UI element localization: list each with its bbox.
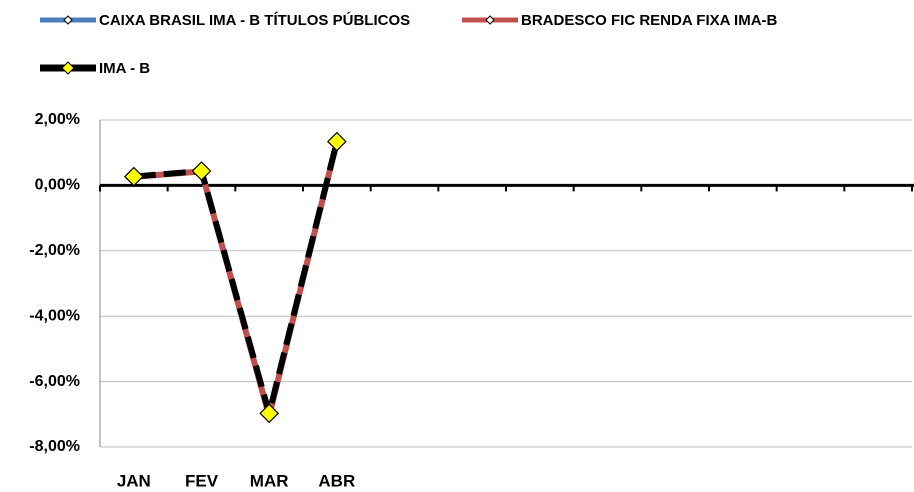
legend-marker xyxy=(485,15,495,25)
x-tick-label: FEV xyxy=(185,471,219,490)
data-point xyxy=(259,403,280,424)
legend-label: IMA - B xyxy=(99,60,150,77)
data-point xyxy=(191,161,212,181)
series-line xyxy=(133,140,340,417)
legend-label: CAIXA BRASIL IMA - B TÍTULOS PÚBLICOS xyxy=(99,11,410,29)
series-line xyxy=(133,141,340,419)
y-tick-label: -6,00% xyxy=(29,373,80,390)
y-tick-label: -4,00% xyxy=(29,307,80,324)
legend-marker xyxy=(61,61,75,75)
data-point xyxy=(326,131,347,152)
legend-marker xyxy=(63,15,73,25)
y-tick-label: 2,00% xyxy=(35,111,80,128)
x-tick-label: JAN xyxy=(117,471,151,490)
y-tick-label: -8,00% xyxy=(29,438,80,455)
x-tick-label: MAR xyxy=(250,471,289,490)
x-tick-label: ABR xyxy=(318,471,355,490)
data-point xyxy=(123,166,144,187)
legend-label: BRADESCO FIC RENDA FIXA IMA-B xyxy=(521,12,778,29)
y-tick-label: 0,00% xyxy=(35,177,80,194)
series-line xyxy=(133,142,339,416)
y-tick-label: -2,00% xyxy=(29,242,80,259)
